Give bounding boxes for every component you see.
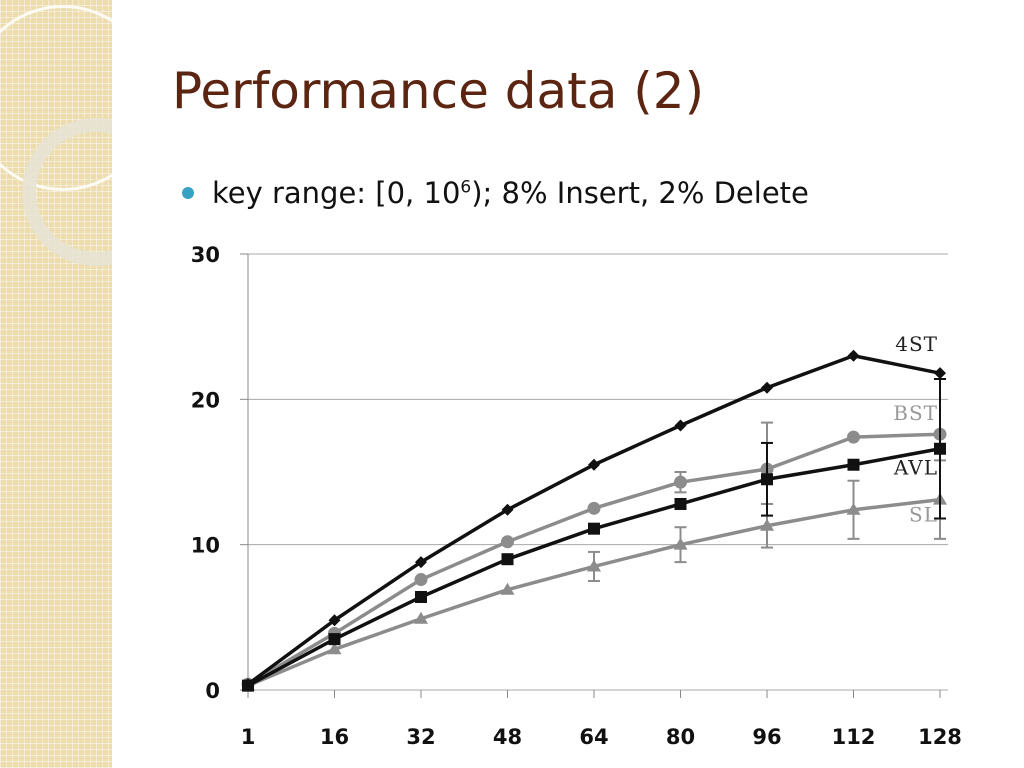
x-tick-label: 32	[406, 725, 435, 749]
bullet-dot-icon	[182, 187, 194, 199]
data-point	[587, 559, 601, 572]
series-label-avl: AVL	[893, 456, 938, 480]
data-point	[587, 501, 601, 515]
decorative-sidebar	[0, 0, 112, 768]
data-point	[500, 582, 515, 595]
data-point	[847, 349, 860, 362]
y-tick-label: 0	[205, 679, 220, 703]
x-tick-label: 112	[832, 725, 876, 749]
bullet-item: key range: [0, 106); 8% Insert, 2% Delet…	[182, 176, 809, 210]
data-point	[328, 633, 341, 646]
data-point	[846, 502, 861, 515]
data-point	[588, 522, 600, 535]
data-point	[847, 458, 860, 471]
bullet-superscript: 6	[460, 177, 472, 198]
bullet-text: key range: [0, 106); 8% Insert, 2% Delet…	[212, 176, 809, 210]
data-point	[934, 442, 946, 455]
x-tick-label: 1	[241, 725, 256, 749]
x-tick-label: 80	[666, 725, 695, 749]
x-tick-label: 16	[320, 725, 349, 749]
data-point	[674, 497, 687, 510]
data-point	[761, 473, 773, 486]
data-point	[415, 556, 427, 569]
data-point	[327, 642, 342, 655]
data-point	[761, 381, 773, 394]
y-tick-label: 20	[191, 388, 220, 412]
bullet-text-part: key range: [0, 10	[212, 176, 461, 210]
x-tick-label: 96	[752, 725, 781, 749]
data-point	[414, 611, 428, 624]
data-point	[415, 590, 427, 603]
series-line-4st	[246, 353, 941, 686]
data-point	[501, 553, 514, 566]
series-label-sl: SL	[909, 503, 938, 527]
bullet-text-part: ); 8% Insert, 2% Delete	[471, 176, 809, 210]
data-point	[501, 535, 514, 549]
data-point	[501, 503, 514, 516]
data-point	[414, 573, 428, 587]
data-point	[760, 518, 774, 531]
data-point	[674, 475, 687, 489]
x-tick-label: 64	[579, 725, 608, 749]
y-tick-label: 30	[191, 243, 220, 267]
data-point	[328, 614, 341, 627]
data-point	[242, 679, 254, 692]
x-tick-label: 48	[493, 725, 522, 749]
slide-title: Performance data (2)	[172, 62, 705, 120]
series-label-4st: 4ST	[895, 332, 938, 356]
x-tick-label: 128	[918, 725, 962, 749]
data-point	[847, 430, 860, 444]
data-point	[588, 458, 600, 471]
data-point	[934, 367, 946, 380]
data-point	[673, 537, 688, 550]
data-point	[674, 419, 687, 432]
series-label-bst: BST	[893, 401, 938, 425]
y-tick-label: 10	[191, 534, 220, 558]
